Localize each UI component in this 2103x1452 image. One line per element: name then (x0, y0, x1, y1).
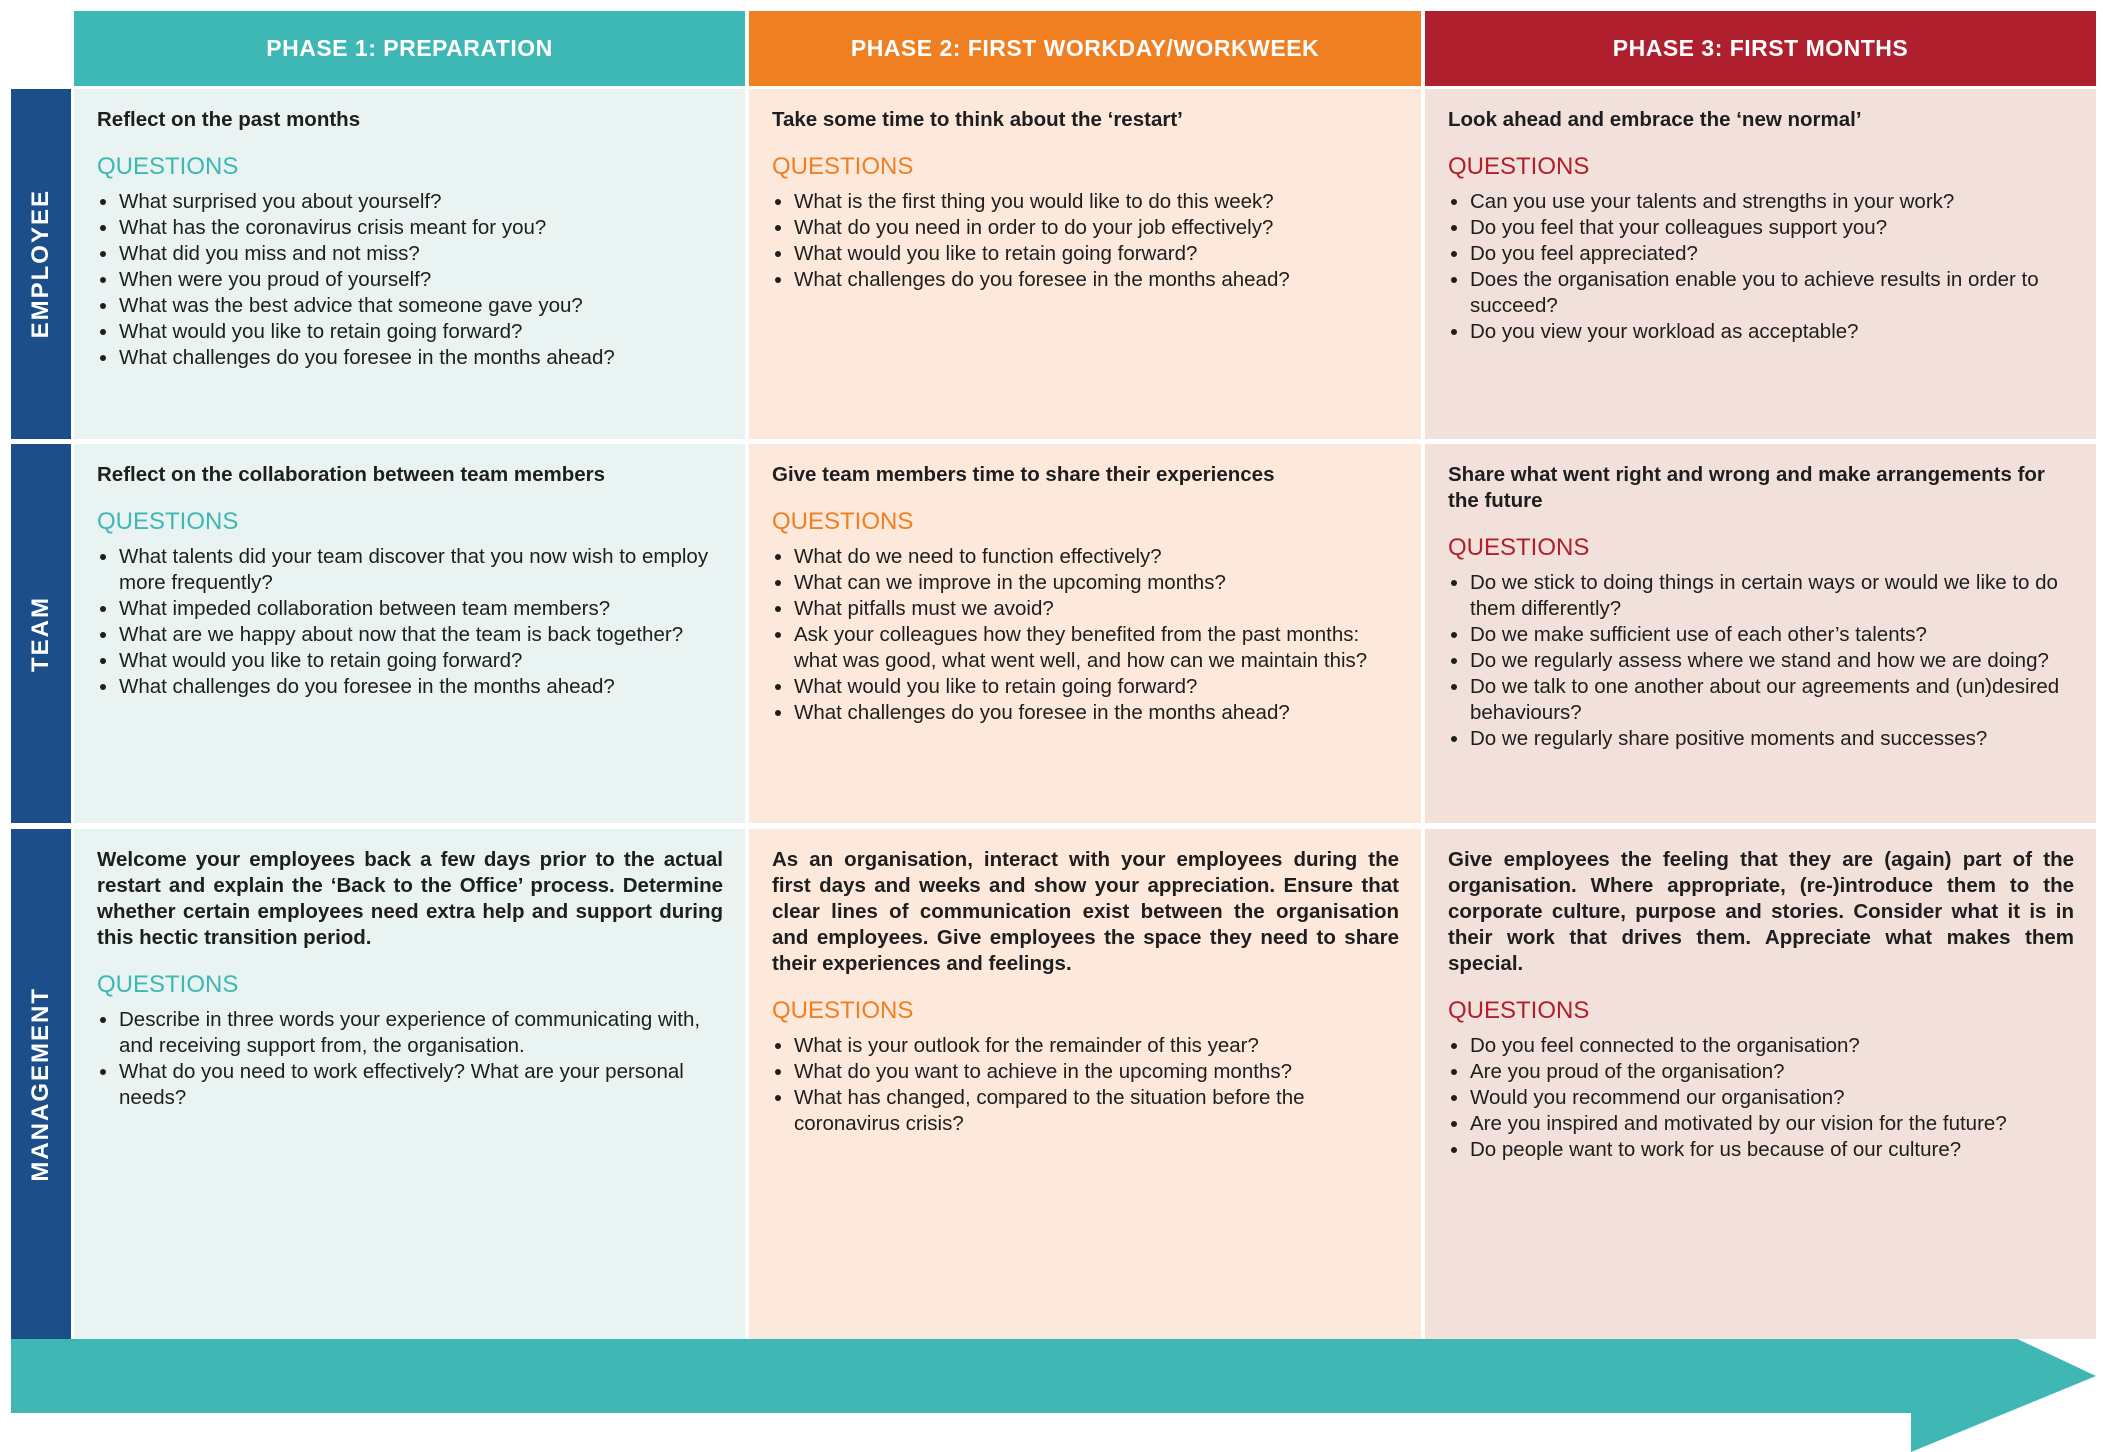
questions-label: QUESTIONS (1448, 997, 1590, 1024)
cell-heading: Reflect on the collaboration between tea… (97, 463, 606, 486)
question: What has the coronavirus crisis meant fo… (119, 215, 723, 241)
cell: As an organisation, interact with your e… (749, 829, 1421, 1339)
question: When were you proud of yourself? (119, 267, 723, 293)
question: What talents did your team discover that… (119, 544, 723, 596)
row-label: EMPLOYEE (11, 89, 71, 439)
question: What has changed, compared to the situat… (794, 1085, 1399, 1137)
questions-label: QUESTIONS (97, 971, 239, 998)
question: What do you need in order to do your job… (794, 215, 1399, 241)
question: Are you proud of the organisation? (1470, 1059, 2074, 1085)
question: What do you want to achieve in the upcom… (794, 1059, 1399, 1085)
cell-heading: Give employees the feeling that they are… (1448, 848, 2074, 975)
cell-heading: Share what went right and wrong and make… (1448, 463, 2045, 512)
question: Do you feel appreciated? (1470, 241, 2074, 267)
question: Ask your colleagues how they benefited f… (794, 622, 1399, 674)
question: Do you feel connected to the organisatio… (1470, 1033, 2074, 1059)
question: What would you like to retain going forw… (119, 319, 723, 345)
question-list: Describe in three words your experience … (97, 1007, 723, 1111)
question: Do we regularly assess where we stand an… (1470, 648, 2074, 674)
question-list: What surprised you about yourself?What h… (97, 189, 723, 371)
question: Do we stick to doing things in certain w… (1470, 570, 2074, 622)
cell-heading: As an organisation, interact with your e… (772, 848, 1399, 975)
question-list: What is the first thing you would like t… (772, 189, 1399, 293)
question: What challenges do you foresee in the mo… (794, 267, 1399, 293)
cell-heading: Reflect on the past months (97, 108, 361, 131)
question: What would you like to retain going forw… (794, 674, 1399, 700)
question: What is your outlook for the remainder o… (794, 1033, 1399, 1059)
cell: Take some time to think about the ‘resta… (749, 89, 1421, 439)
question-list: Do we stick to doing things in certain w… (1448, 570, 2074, 752)
question: Would you recommend our organisation? (1470, 1085, 2074, 1111)
question: Describe in three words your experience … (119, 1007, 723, 1059)
questions-label: QUESTIONS (772, 997, 914, 1024)
question: What are we happy about now that the tea… (119, 622, 723, 648)
cell: Give employees the feeling that they are… (1425, 829, 2096, 1339)
row-label-text: MANAGEMENT (27, 986, 54, 1182)
question: What challenges do you foresee in the mo… (119, 345, 723, 371)
row-label-text: TEAM (27, 595, 54, 672)
cell: Reflect on the past months QUESTIONS What … (74, 89, 745, 439)
cell-heading: Give team members time to share their ex… (772, 463, 1275, 486)
phase-header: PHASE 1: PREPARATION (74, 11, 745, 86)
questions-label: QUESTIONS (772, 153, 914, 180)
question-list: What do we need to function effectively?… (772, 544, 1399, 726)
questions-label: QUESTIONS (97, 508, 239, 535)
cell-heading: Take some time to think about the ‘resta… (772, 108, 1183, 131)
question: What would you like to retain going forw… (119, 648, 723, 674)
cell: Look ahead and embrace the ‘new normal’ Q… (1425, 89, 2096, 439)
question: Do you view your workload as acceptable? (1470, 319, 2074, 345)
cell-heading: Look ahead and embrace the ‘new normal’ (1448, 108, 1862, 131)
questions-label: QUESTIONS (1448, 534, 1590, 561)
question: Can you use your talents and strengths i… (1470, 189, 2074, 215)
questions-label: QUESTIONS (772, 508, 914, 535)
cell-heading: Welcome your employees back a few days p… (97, 848, 723, 949)
question: What was the best advice that someone ga… (119, 293, 723, 319)
question-list: What talents did your team discover that… (97, 544, 723, 700)
question: Do you feel that your colleagues support… (1470, 215, 2074, 241)
arrow-band (11, 1339, 1911, 1413)
questions-label: QUESTIONS (1448, 153, 1590, 180)
question: What do you need to work effectively? Wh… (119, 1059, 723, 1111)
question: Do we regularly share positive moments a… (1470, 726, 2074, 752)
phase-header: PHASE 2: FIRST WORKDAY/WORKWEEK (749, 11, 1421, 86)
question: Are you inspired and motivated by our vi… (1470, 1111, 2074, 1137)
question: What would you like to retain going forw… (794, 241, 1399, 267)
row-label: TEAM (11, 444, 71, 823)
question: What challenges do you foresee in the mo… (119, 674, 723, 700)
question: What is the first thing you would like t… (794, 189, 1399, 215)
question: Does the organisation enable you to achi… (1470, 267, 2074, 319)
cell: Reflect on the collaboration between tea… (74, 444, 745, 823)
question: What can we improve in the upcoming mont… (794, 570, 1399, 596)
cell: Share what went right and wrong and make… (1425, 444, 2096, 823)
cell: Welcome your employees back a few days p… (74, 829, 745, 1339)
question-list: What is your outlook for the remainder o… (772, 1033, 1399, 1137)
row-label: MANAGEMENT (11, 829, 71, 1339)
question: Do people want to work for us because of… (1470, 1137, 2074, 1163)
question-list: Do you feel connected to the organisatio… (1448, 1033, 2074, 1163)
question: What pitfalls must we avoid? (794, 596, 1399, 622)
question: What challenges do you foresee in the mo… (794, 700, 1399, 726)
question: What surprised you about yourself? (119, 189, 723, 215)
row-label-text: EMPLOYEE (27, 189, 54, 339)
question: What do we need to function effectively? (794, 544, 1399, 570)
question: What did you miss and not miss? (119, 241, 723, 267)
phase-header: PHASE 3: FIRST MONTHS (1425, 11, 2096, 86)
question: Do we talk to one another about our agre… (1470, 674, 2074, 726)
question: Do we make sufficient use of each other’… (1470, 622, 2074, 648)
question: What impeded collaboration between team … (119, 596, 723, 622)
question-list: Can you use your talents and strengths i… (1448, 189, 2074, 345)
cell: Give team members time to share their ex… (749, 444, 1421, 823)
questions-label: QUESTIONS (97, 153, 239, 180)
